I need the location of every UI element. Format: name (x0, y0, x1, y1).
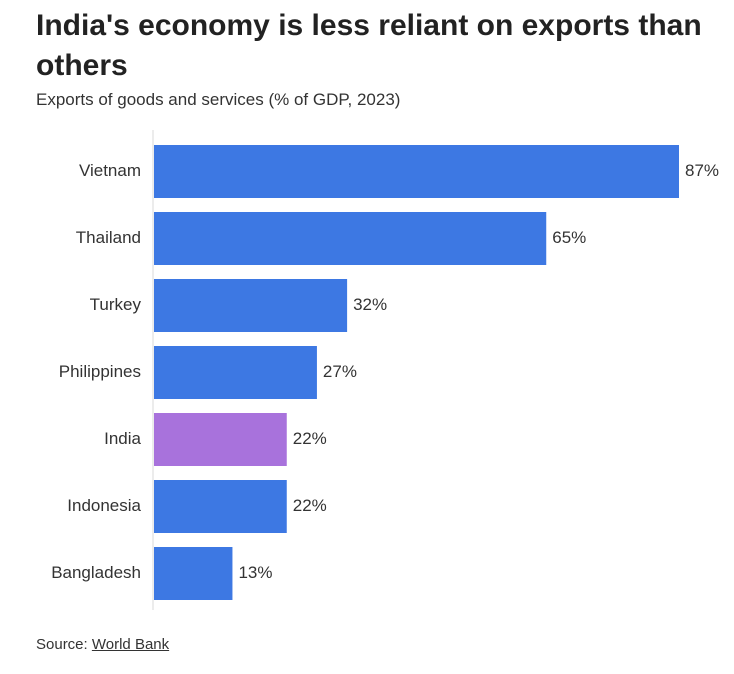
category-label-philippines: Philippines (59, 362, 141, 381)
source-link[interactable]: World Bank (91, 636, 170, 653)
category-label-india: India (104, 429, 141, 448)
source-note: Source: World Bank (36, 635, 169, 655)
value-label-bangladesh: 13% (238, 563, 272, 582)
value-label-vietnam: 87% (685, 161, 719, 180)
bar-vietnam (154, 145, 679, 198)
category-label-turkey: Turkey (90, 295, 142, 314)
value-label-turkey: 32% (353, 295, 387, 314)
value-label-philippines: 27% (323, 362, 357, 381)
category-label-thailand: Thailand (76, 228, 141, 247)
bar-philippines (154, 346, 317, 399)
bar-turkey (154, 279, 348, 332)
bar-indonesia (154, 480, 287, 533)
bar-thailand (154, 212, 547, 265)
bar-bangladesh (154, 547, 233, 600)
source-label: Source: (36, 636, 88, 653)
bar-chart: Vietnam 87% Thailand 65% Turkey 32% Philippine… (51, 130, 719, 610)
value-label-india: 22% (293, 429, 327, 448)
category-label-indonesia: Indonesia (67, 496, 141, 515)
category-label-vietnam: Vietnam (79, 161, 141, 180)
value-label-thailand: 65% (552, 228, 586, 247)
category-label-bangladesh: Bangladesh (51, 563, 141, 582)
value-label-indonesia: 22% (293, 496, 327, 515)
chart-subtitle: Exports of goods and services (% of GDP,… (36, 90, 401, 109)
bar-india (154, 413, 287, 466)
chart-title: India's economy is less reliant on expor… (36, 9, 702, 82)
